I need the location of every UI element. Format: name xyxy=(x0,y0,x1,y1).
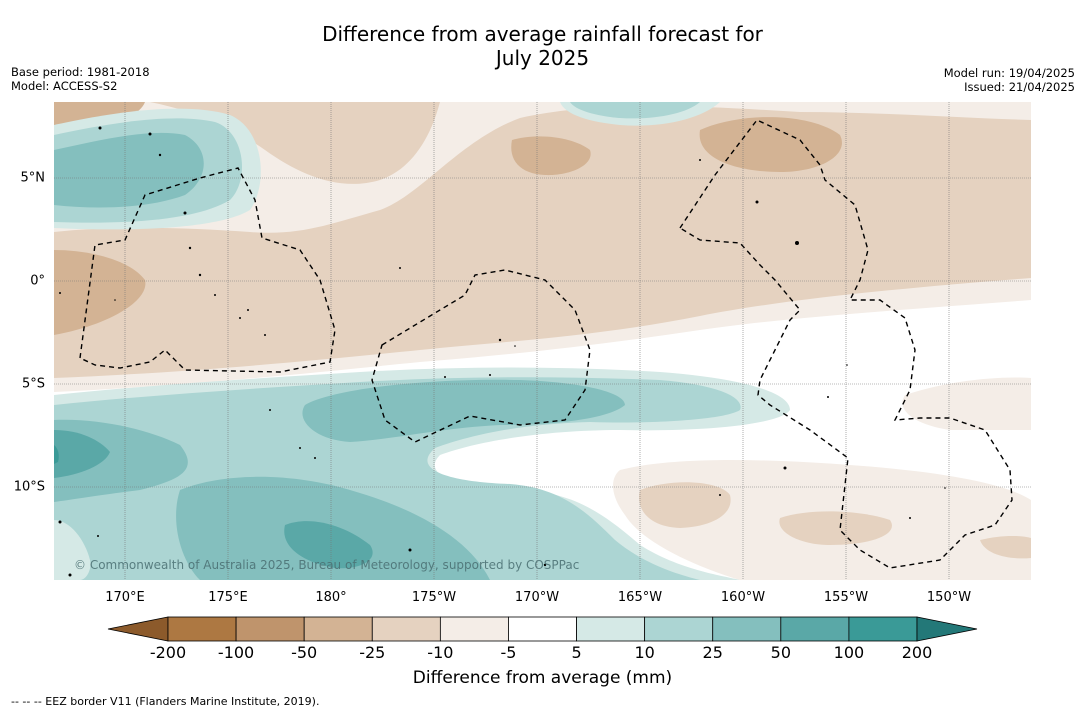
colorbar-tick-label: -10 xyxy=(427,643,454,662)
colorbar-bin xyxy=(371,616,441,642)
base-period-text: Base period: 1981-2018 xyxy=(11,65,150,79)
zone-teal-south-dark-2 xyxy=(284,521,373,569)
zone-brown-se-1 xyxy=(639,482,731,528)
longitude-label: 170°E xyxy=(105,590,145,605)
zone-brown-band xyxy=(54,106,1031,378)
longitude-label: 180° xyxy=(315,590,347,605)
map-title: Difference from average rainfall forecas… xyxy=(0,22,1085,70)
colorbar-bin xyxy=(576,616,646,642)
zone-medium-brown-2 xyxy=(511,136,591,176)
colorbar-tick-label: -50 xyxy=(291,643,318,662)
zone-brown-se-2 xyxy=(779,511,892,545)
colorbar-tick-label: 50 xyxy=(770,643,791,662)
zone-light-brown-se-2 xyxy=(902,377,1031,430)
rainfall-field xyxy=(54,102,1031,580)
colorbar-extend-high xyxy=(916,616,978,642)
longitude-label: 175°W xyxy=(411,590,457,605)
longitude-label: 160°W xyxy=(720,590,766,605)
eez-tuvalu-kiribati-west xyxy=(79,167,336,373)
zone-medium-brown-3 xyxy=(699,117,842,172)
colorbar-tick-label: -5 xyxy=(500,643,517,662)
latitude-label: 0° xyxy=(30,273,45,289)
colorbar-tick-label: 5 xyxy=(571,643,582,662)
eez-footnote: -- -- -- EEZ border V11 (Flanders Marine… xyxy=(11,695,320,708)
colorbar-tick-label: -25 xyxy=(359,643,386,662)
longitude-label: 165°W xyxy=(617,590,663,605)
longitude-label: 175°E xyxy=(208,590,248,605)
gridlines xyxy=(54,102,1031,580)
islands xyxy=(58,126,946,577)
zone-white-bottom-left xyxy=(54,520,91,580)
colorbar-bin xyxy=(780,616,850,642)
meta-left: Base period: 1981-2018 Model: ACCESS-S2 xyxy=(11,65,150,93)
latitude-label: 5°N xyxy=(20,170,46,186)
zone-teal-south-dark-1 xyxy=(54,430,110,478)
zone-teal-south-darkest xyxy=(54,445,59,464)
title-line-2: July 2025 xyxy=(495,46,590,70)
colorbar-tick-label: -100 xyxy=(217,643,255,662)
meta-right: Model run: 19/04/2025 Issued: 21/04/2025 xyxy=(944,66,1075,94)
zone-medium-brown-1 xyxy=(54,250,146,335)
eez-line-islands xyxy=(679,119,1013,569)
colorbar-bin xyxy=(235,616,305,642)
zone-teal-top-mid xyxy=(570,102,700,119)
model-run-text: Model run: 19/04/2025 xyxy=(943,66,1075,80)
colorbar-tick-label: -200 xyxy=(149,643,187,662)
latitude-label: 10°S xyxy=(13,479,45,495)
issued-text: Issued: 21/04/2025 xyxy=(964,80,1075,94)
model-text: Model: ACCESS-S2 xyxy=(11,79,118,93)
title-line-1: Difference from average rainfall forecas… xyxy=(322,22,763,46)
zone-teal-north-inner xyxy=(54,132,204,208)
colorbar-tick-label: 200 xyxy=(901,643,933,662)
colorbar xyxy=(107,616,978,642)
colorbar-bin xyxy=(439,616,509,642)
eez-borders xyxy=(79,119,1013,569)
colorbar-bin xyxy=(508,616,577,642)
latitude-label: 5°S xyxy=(21,376,45,392)
zone-brown-se-3 xyxy=(980,535,1031,559)
zone-teal-south-inner-1 xyxy=(302,379,625,442)
longitude-label: 150°W xyxy=(926,590,972,605)
colorbar-tick-label: 100 xyxy=(833,643,865,662)
colorbar-tick-label: 10 xyxy=(634,643,655,662)
colorbar-label: Difference from average (mm) xyxy=(412,668,673,688)
copyright-text: © Commonwealth of Australia 2025, Bureau… xyxy=(74,558,580,572)
eez-phoenix xyxy=(371,269,591,443)
longitude-label: 155°W xyxy=(823,590,869,605)
colorbar-bin xyxy=(848,616,918,642)
colorbar-tick-label: 25 xyxy=(702,643,723,662)
longitude-label: 170°W xyxy=(514,590,560,605)
colorbar-bin xyxy=(167,616,237,642)
colorbar-bin xyxy=(644,616,714,642)
colorbar-bin xyxy=(303,616,373,642)
colorbar-extend-low xyxy=(107,616,169,642)
colorbar-bin xyxy=(712,616,782,642)
